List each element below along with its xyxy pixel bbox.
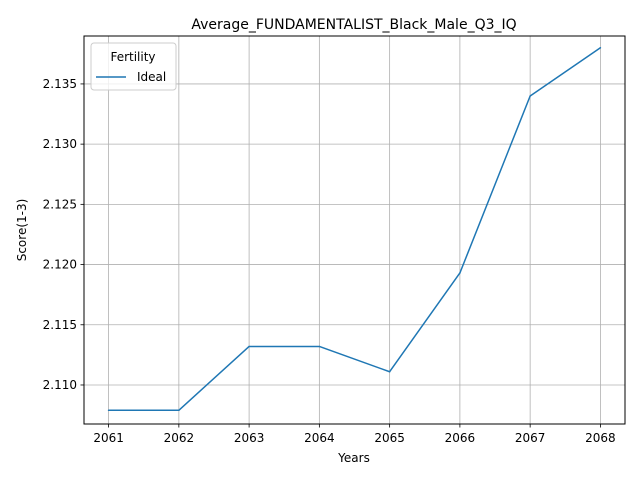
data-point: [107, 409, 110, 412]
y-axis-label: Score(1-3): [15, 199, 29, 262]
data-point: [178, 409, 180, 412]
legend: Fertility Ideal: [90, 42, 177, 91]
x-tick-label: 2062: [164, 431, 195, 445]
y-tick-label: 2.125: [43, 197, 77, 211]
y-axis-ticks: 2.110 2.115 2.120 2.125 2.130 2.135: [43, 77, 84, 392]
legend-label-ideal: Ideal: [137, 70, 166, 84]
x-tick-label: 2063: [234, 431, 265, 445]
data-point: [529, 95, 531, 97]
x-axis-label: Years: [337, 451, 370, 465]
series-lines: [107, 47, 602, 412]
x-tick-label: 2066: [445, 431, 476, 445]
y-tick-label: 2.135: [43, 77, 77, 91]
x-axis-ticks: 2061 2062 2063 2064 2065 2066 2067 2068: [93, 424, 616, 445]
plot-area: [84, 36, 625, 424]
legend-box: [90, 42, 177, 91]
y-tick-label: 2.120: [43, 258, 77, 272]
y-tick-label: 2.115: [43, 318, 77, 332]
y-tick-label: 2.130: [43, 137, 77, 151]
data-point: [599, 47, 602, 49]
x-tick-label: 2068: [585, 431, 616, 445]
series-line-ideal: [108, 47, 601, 412]
y-tick-label: 2.110: [43, 378, 77, 392]
legend-title: Fertility: [110, 50, 155, 64]
data-point: [388, 370, 391, 373]
x-tick-label: 2067: [515, 431, 546, 445]
x-tick-label: 2064: [304, 431, 335, 445]
data-point: [459, 272, 461, 274]
chart-title: Average_FUNDAMENTALIST_Black_Male_Q3_IQ: [191, 17, 516, 33]
grid-lines: [84, 36, 625, 424]
x-tick-label: 2065: [374, 431, 405, 445]
data-point: [318, 345, 321, 348]
data-point: [248, 345, 250, 348]
axes-frame: [83, 35, 626, 425]
x-tick-label: 2061: [93, 431, 124, 445]
